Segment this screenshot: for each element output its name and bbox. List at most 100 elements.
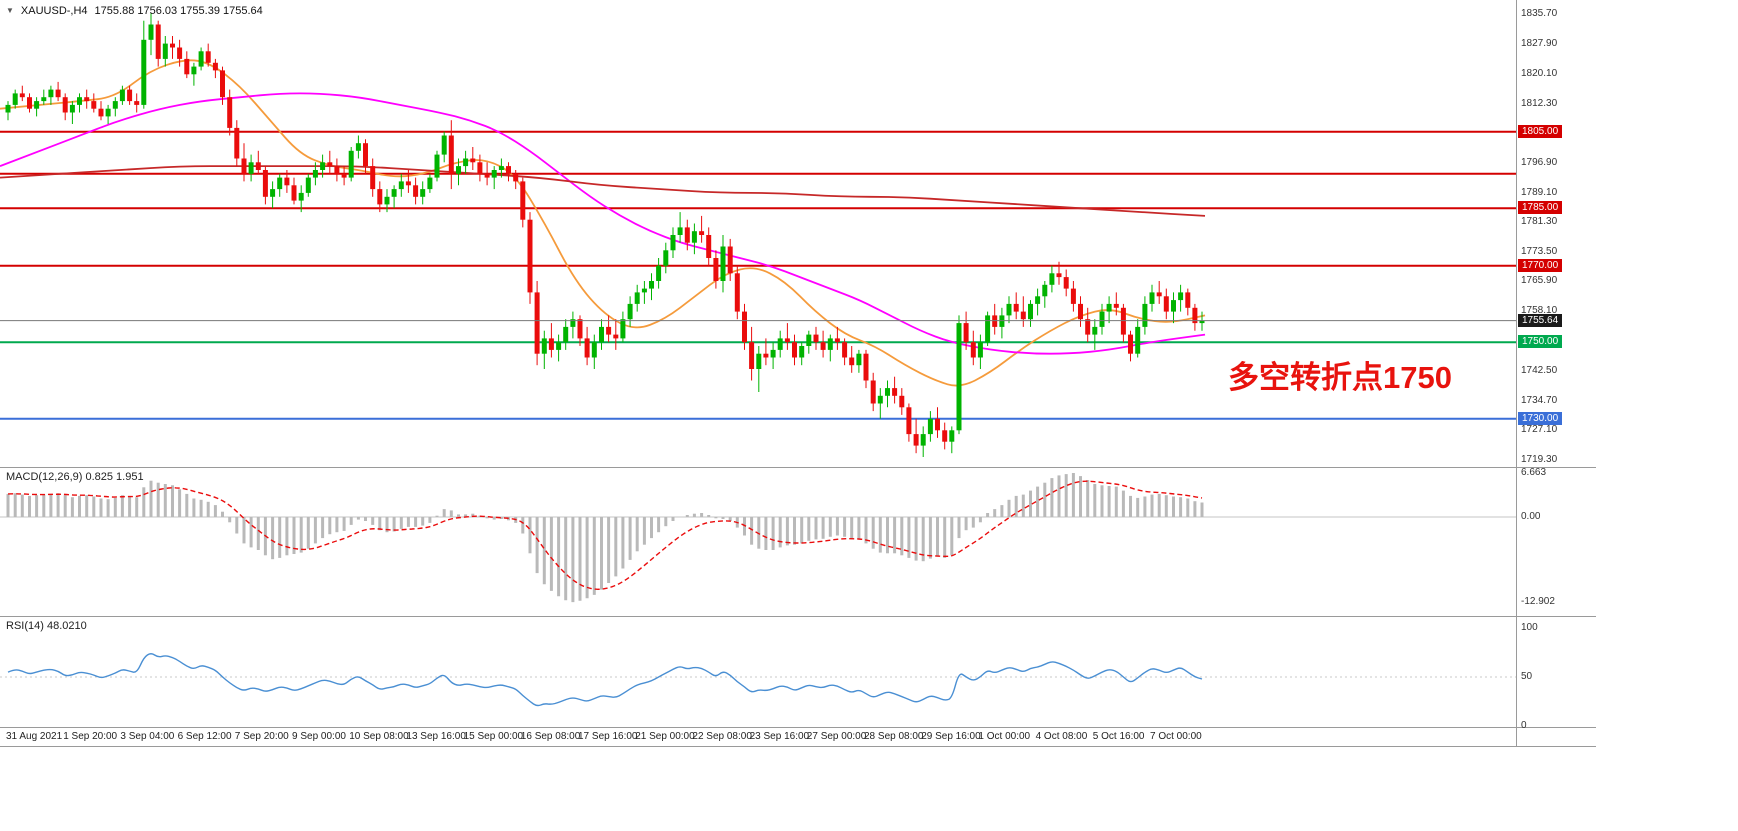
main-price-chart[interactable]	[0, 0, 1516, 467]
price-tick: 1835.70	[1521, 8, 1558, 20]
rsi-label: RSI(14) 48.0210	[6, 620, 87, 632]
candle	[863, 353, 869, 381]
candle	[427, 177, 433, 190]
candle	[506, 166, 511, 174]
candle	[606, 326, 612, 335]
candle	[806, 334, 812, 346]
candle	[670, 235, 676, 251]
price-tick: 1727.10	[1521, 423, 1558, 435]
candle	[270, 189, 276, 197]
candle	[1120, 307, 1126, 335]
candle	[706, 235, 712, 258]
candle	[742, 311, 747, 343]
candle	[663, 250, 669, 266]
candle	[699, 231, 705, 235]
candle	[1063, 277, 1069, 289]
candle	[84, 97, 90, 102]
candle	[956, 323, 962, 431]
candle	[992, 315, 998, 327]
candle	[913, 434, 919, 446]
candle	[1128, 334, 1133, 354]
price-tick: 1781.30	[1521, 216, 1558, 228]
candle	[548, 338, 554, 350]
candle	[599, 326, 604, 343]
macd-axis-label: -12.902	[1521, 596, 1555, 608]
time-label: 1 Sep 20:00	[63, 731, 118, 742]
candle	[69, 104, 75, 113]
candle	[920, 434, 926, 446]
price-tick: 1796.90	[1521, 156, 1558, 168]
candle	[513, 173, 519, 182]
candle	[334, 166, 340, 174]
candle	[255, 162, 261, 170]
candle	[248, 162, 254, 174]
time-label: 16 Sep 08:00	[520, 731, 581, 742]
candle	[491, 170, 497, 178]
price-tick: 1820.10	[1521, 67, 1558, 79]
candle	[1156, 292, 1162, 297]
candle	[91, 101, 97, 109]
candle	[398, 181, 404, 190]
candle	[756, 353, 762, 369]
candle	[849, 357, 855, 366]
candle	[477, 162, 483, 174]
candle	[48, 89, 54, 98]
candle	[691, 231, 697, 243]
pane-separator	[0, 616, 1596, 617]
price-tick: 1773.50	[1521, 246, 1558, 258]
candle	[563, 326, 569, 343]
candle	[498, 166, 504, 170]
collapse-arrow-icon[interactable]: ▼	[6, 6, 14, 15]
macd-signal-line	[7, 480, 1203, 591]
time-label: 17 Sep 16:00	[578, 731, 638, 742]
candle	[298, 192, 304, 201]
price-tick: 1719.30	[1521, 453, 1558, 465]
candle	[734, 273, 740, 312]
candle	[892, 388, 898, 396]
candle	[227, 97, 233, 128]
candle	[1092, 326, 1098, 335]
price-badge: 1755.64	[1518, 313, 1563, 327]
candle	[927, 418, 933, 435]
candle	[727, 246, 733, 274]
candle	[1149, 292, 1155, 304]
candle	[198, 51, 204, 67]
candle	[127, 89, 133, 102]
candle	[441, 135, 447, 155]
candle	[470, 158, 476, 163]
ma-fast-orange	[0, 59, 1206, 387]
time-label: 6 Sep 12:00	[177, 731, 232, 742]
candle	[291, 185, 297, 201]
annotation-text: 多空转折点1750	[1228, 360, 1452, 395]
candle	[105, 108, 111, 117]
candle	[813, 334, 819, 343]
candle	[327, 162, 333, 167]
candle	[634, 292, 640, 304]
candle	[434, 154, 440, 178]
price-badge: 1805.00	[1518, 124, 1563, 138]
candle	[856, 353, 862, 366]
candle	[1099, 311, 1105, 327]
candle	[763, 353, 769, 358]
candle	[205, 51, 211, 63]
candle	[77, 97, 82, 105]
macd-axis-label: 0.00	[1521, 511, 1541, 522]
candle	[906, 407, 912, 435]
price-badge: 1730.00	[1518, 411, 1563, 425]
rsi-indicator-pane[interactable]	[0, 617, 1516, 727]
candle	[1042, 284, 1048, 297]
candle	[177, 47, 183, 59]
time-label: 29 Sep 16:00	[921, 731, 981, 742]
candle	[1192, 307, 1198, 324]
symbol-timeframe-label: XAUUSD-,H4	[20, 5, 88, 17]
time-label: 3 Sep 04:00	[120, 731, 175, 742]
macd-label: MACD(12,26,9) 0.825 1.951	[6, 471, 144, 483]
candle	[591, 342, 597, 358]
candle	[970, 342, 976, 358]
candle	[677, 227, 683, 235]
time-label: 27 Sep 00:00	[806, 731, 867, 742]
candle	[262, 170, 268, 197]
macd-indicator-pane[interactable]	[0, 468, 1516, 616]
candle	[234, 127, 240, 159]
time-label: 7 Sep 20:00	[234, 731, 289, 742]
